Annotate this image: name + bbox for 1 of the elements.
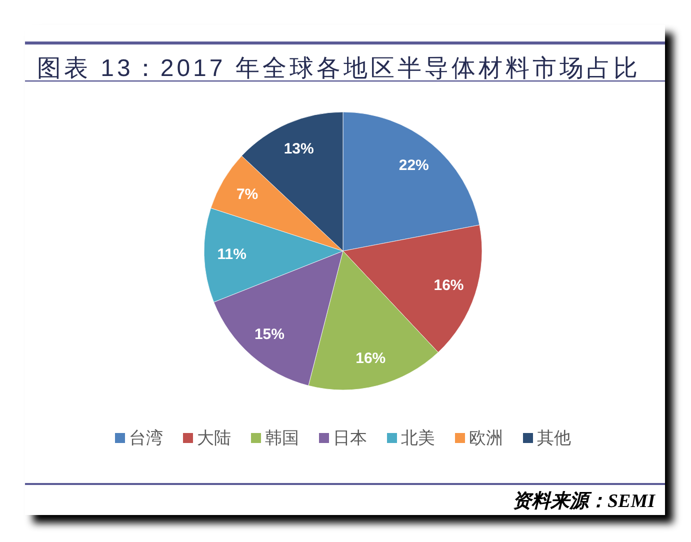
- title: 图表 13：2017 年全球各地区半导体材料市场占比: [37, 55, 640, 82]
